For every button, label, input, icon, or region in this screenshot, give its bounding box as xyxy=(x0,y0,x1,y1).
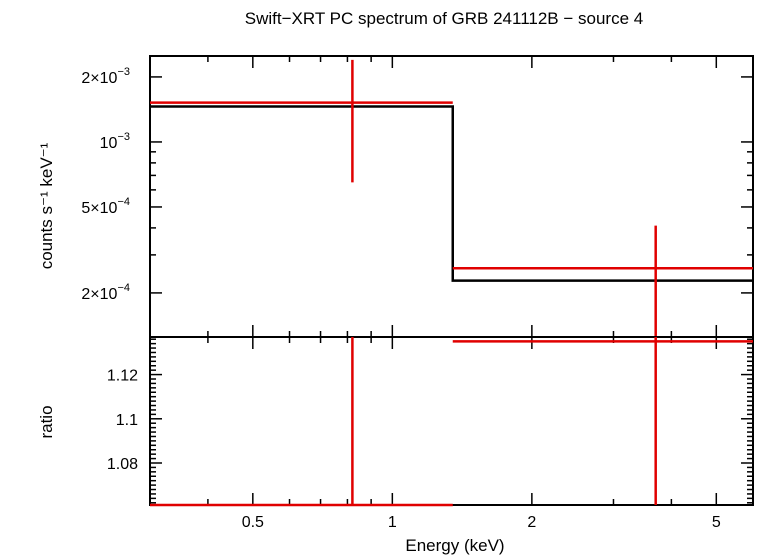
x-axis-label: Energy (keV) xyxy=(405,536,504,555)
x-tick-label: 0.5 xyxy=(242,514,264,531)
y-tick-label: 1.1 xyxy=(116,412,138,429)
y-tick-label: 1.12 xyxy=(107,368,138,385)
y-tick-label: 10−3 xyxy=(100,131,130,152)
ratio-panel: 1.08 1.1 1.12 xyxy=(107,336,754,507)
y-tick-label: 2×10−4 xyxy=(81,282,130,303)
x-tick-label: 1 xyxy=(388,514,397,531)
y-tick-label: 1.08 xyxy=(107,456,138,473)
spectrum-panel: 2×10−4 5×10−4 10−3 2×10−3 xyxy=(81,55,754,338)
model-step-line xyxy=(150,105,753,282)
y-tick-label: 5×10−4 xyxy=(81,196,130,217)
ratio-frame xyxy=(149,336,754,506)
x-tick-label: 5 xyxy=(712,514,721,531)
spectrum-frame xyxy=(149,55,754,338)
x-tick-label: 2 xyxy=(527,514,536,531)
y-axis-label-spectrum: counts s⁻¹ keV⁻¹ xyxy=(37,142,56,269)
y-axis-label-ratio: ratio xyxy=(37,405,56,438)
y-tick-label: 2×10−3 xyxy=(81,66,130,87)
chart-title: Swift−XRT PC spectrum of GRB 241112B − s… xyxy=(245,9,643,28)
